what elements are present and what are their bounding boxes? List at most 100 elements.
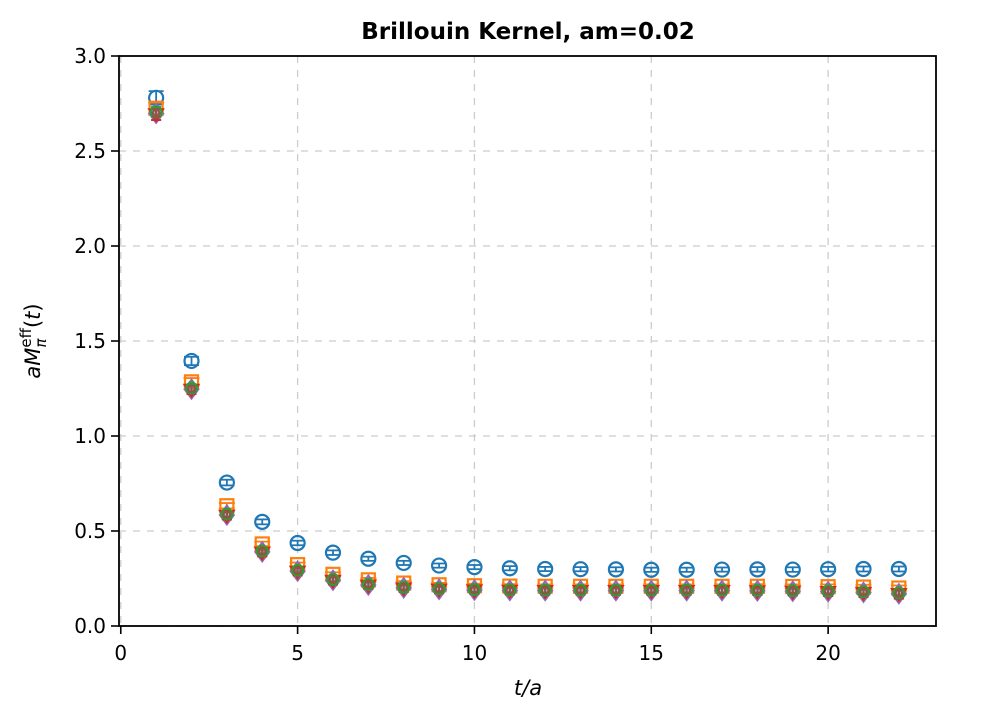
data-point (855, 560, 872, 578)
blue-circles-marker (678, 561, 695, 578)
y-tick-label: 1.0 (74, 424, 106, 448)
data-point (430, 557, 448, 574)
data-layer (147, 89, 908, 605)
data-point (788, 586, 797, 596)
brown-dots-marker (540, 586, 550, 595)
data-point (540, 586, 550, 595)
data-point (894, 589, 904, 598)
data-point (293, 566, 302, 575)
data-point (151, 108, 161, 118)
blue-circles-marker (784, 561, 801, 578)
data-point (360, 550, 377, 567)
data-point (289, 534, 306, 552)
brown-dots-marker (823, 587, 833, 596)
y-tick-label: 2.5 (74, 139, 106, 163)
series-blue-circles (148, 89, 907, 578)
brown-dots-marker (470, 585, 479, 595)
data-point (749, 561, 766, 578)
brown-dots-marker (364, 580, 373, 589)
blue-circles-marker (537, 560, 554, 578)
data-point (753, 586, 762, 595)
data-point (501, 560, 518, 577)
data-point (611, 586, 621, 595)
data-point (183, 352, 200, 370)
data-point (890, 560, 907, 578)
brown-dots-marker (611, 586, 621, 595)
blue-circles-marker (749, 561, 766, 578)
green-circles-marker (750, 583, 764, 597)
blue-circles-marker (643, 561, 660, 578)
data-point (537, 560, 554, 578)
green-circles-marker (185, 381, 199, 395)
green-circles-marker (467, 583, 481, 597)
green-circles-marker (856, 585, 870, 599)
data-point (576, 586, 585, 595)
data-point (364, 580, 373, 589)
x-tick-label: 10 (462, 641, 487, 665)
data-point (254, 513, 271, 530)
series-red-triangles (147, 107, 908, 603)
green-circles-marker (892, 586, 906, 600)
y-axis-label: aMπeff(t) (17, 303, 50, 378)
y-tick-label: 3.0 (74, 44, 106, 68)
brown-dots-marker (647, 586, 656, 595)
data-point (682, 586, 691, 595)
brown-dots-marker (187, 384, 196, 393)
green-circles-marker (680, 583, 694, 597)
data-point (324, 544, 342, 561)
data-point (434, 584, 444, 594)
data-point (859, 587, 868, 597)
x-tick-label: 5 (291, 641, 304, 665)
brown-dots-marker (399, 583, 408, 592)
data-point (784, 561, 801, 578)
data-point (466, 558, 483, 576)
data-point (222, 510, 232, 519)
brown-dots-marker (434, 584, 444, 594)
data-point (187, 384, 196, 393)
green-circles-marker (503, 583, 517, 597)
data-point (713, 561, 731, 578)
y-tick-label: 2.0 (74, 234, 106, 258)
data-point (470, 585, 479, 595)
data-point (258, 547, 267, 556)
green-circles-marker (786, 584, 800, 598)
green-circles-marker (821, 584, 835, 598)
x-axis-label: t/a (514, 676, 542, 700)
blue-circles-marker (855, 560, 872, 578)
brown-dots-marker (151, 108, 161, 118)
green-circles-marker (609, 583, 623, 597)
green-circles-marker (715, 583, 729, 597)
green-circles-marker (220, 507, 234, 521)
brown-dots-marker (717, 586, 727, 595)
x-tick-label: 15 (639, 641, 664, 665)
green-circles-marker (326, 572, 340, 586)
green-circles-marker (538, 583, 552, 597)
data-point (607, 561, 625, 578)
grid-layer (119, 55, 936, 627)
data-point (572, 561, 589, 578)
blue-circles-marker (466, 558, 483, 576)
blue-circles-marker (183, 352, 200, 370)
data-point (823, 587, 833, 596)
brown-dots-marker (293, 566, 302, 575)
brown-dots-marker (328, 575, 338, 585)
y-tick-label: 0.0 (74, 614, 106, 638)
brown-dots-marker (505, 586, 515, 595)
blue-circles-marker (501, 560, 518, 577)
brown-dots-marker (788, 586, 797, 596)
brown-dots-marker (576, 586, 585, 595)
green-circles-marker (291, 563, 305, 577)
axes-layer: 0 5 10 15 20 0.0 0.5 1.0 1.5 2.0 2.5 3.0 (74, 44, 937, 665)
brown-dots-marker (894, 589, 904, 598)
green-circles-marker (361, 577, 375, 591)
blue-circles-marker (324, 544, 342, 561)
y-tick-label: 0.5 (74, 519, 106, 543)
brown-dots-marker (258, 547, 267, 556)
green-circles-marker (255, 544, 269, 558)
green-circles-marker (397, 580, 411, 594)
blue-circles-marker (820, 561, 837, 578)
data-point (399, 583, 408, 592)
blue-circles-marker (607, 561, 625, 578)
blue-circles-marker (572, 561, 589, 578)
